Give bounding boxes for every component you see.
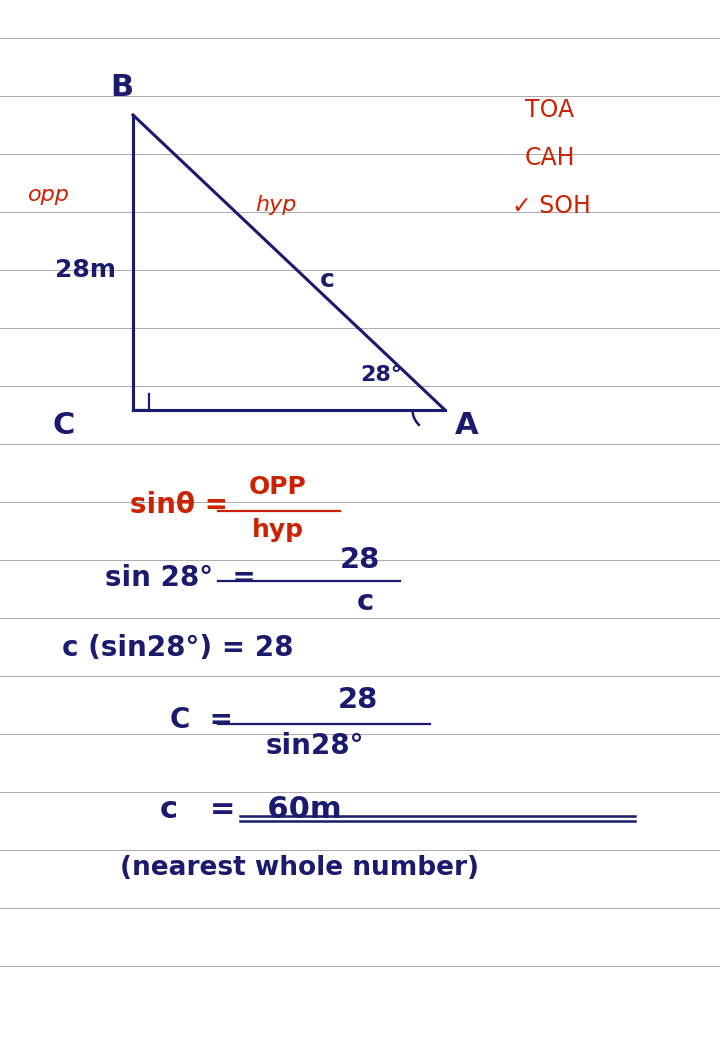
Text: sinθ =: sinθ = [130,491,238,519]
Text: hyp: hyp [255,195,297,215]
Text: ✓ SOH: ✓ SOH [512,194,591,218]
Text: CAH: CAH [525,146,575,170]
Text: 28m: 28m [55,258,116,282]
Text: c   =   60m: c = 60m [160,796,354,825]
Text: opp: opp [28,185,70,205]
Text: sin28°: sin28° [266,732,364,760]
Text: C  =: C = [170,706,233,734]
Text: B: B [110,73,133,102]
Text: 28: 28 [338,686,378,714]
Text: 28: 28 [340,546,380,574]
Text: c (sin28°) = 28: c (sin28°) = 28 [62,634,294,662]
Text: TOA: TOA [525,98,574,122]
Text: c: c [320,268,335,292]
Text: sin 28°  =: sin 28° = [105,564,256,592]
Text: 28°: 28° [360,365,402,385]
Text: (nearest whole number): (nearest whole number) [120,855,479,881]
Text: A: A [455,410,479,440]
Text: hyp: hyp [252,518,304,542]
Text: C: C [52,410,74,440]
Text: OPP: OPP [249,475,307,499]
Text: c: c [356,588,374,616]
